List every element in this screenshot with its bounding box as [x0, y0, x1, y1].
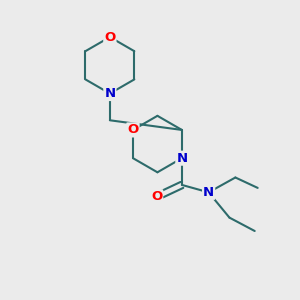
Text: O: O — [128, 123, 139, 136]
Text: N: N — [176, 152, 188, 165]
Text: N: N — [104, 87, 116, 100]
Text: O: O — [151, 190, 162, 203]
Text: N: N — [203, 186, 214, 199]
Text: O: O — [104, 31, 116, 44]
